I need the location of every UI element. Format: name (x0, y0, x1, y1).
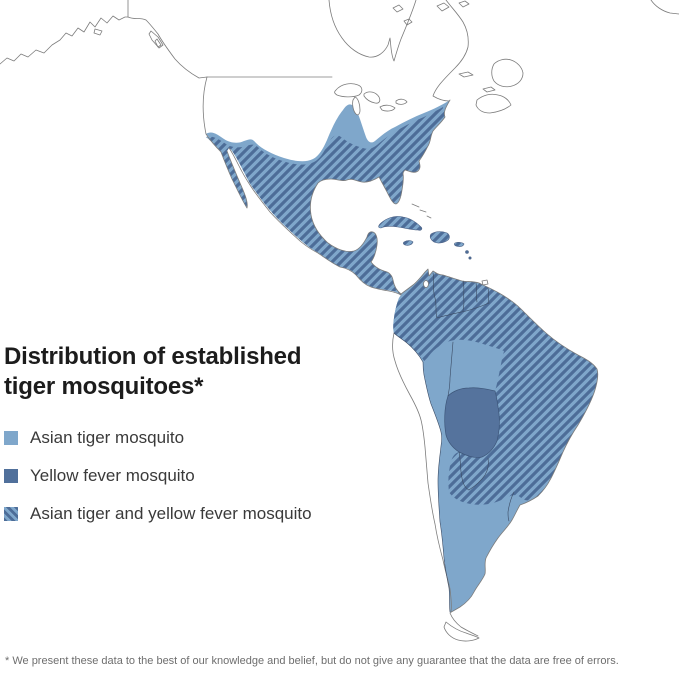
region-both-north-america (206, 107, 445, 295)
haida-gwaii (154, 38, 162, 48)
arctic-islands (392, 0, 470, 26)
swatch-asian-tiger (4, 430, 18, 445)
border-venezuela-guyana (462, 280, 465, 312)
footnote: * We present these data to the best of o… (5, 655, 619, 667)
title-line-2: tiger mosquitoes* (4, 373, 204, 400)
border-venezuela-brazil (436, 302, 490, 319)
lake-maracaibo (423, 280, 429, 288)
baja-california (220, 150, 248, 209)
us-west-coast (202, 76, 222, 153)
island-puerto-rico (454, 242, 465, 247)
border-peru-inland (393, 332, 424, 363)
newfoundland (491, 58, 524, 88)
region-both-south-america (393, 269, 598, 505)
bahamas (411, 203, 432, 219)
legend-item-both: Asian tiger and yellow fever mosquito (4, 503, 312, 523)
quebec-labrador-coast (432, 0, 469, 102)
island-lesser-antilles (465, 250, 469, 254)
island-jamaica (403, 240, 414, 246)
hudson-bay (328, 0, 417, 62)
region-both-caribbean (378, 216, 472, 260)
border-suriname-frguiana (487, 287, 490, 304)
legend-label: Asian tiger mosquito (30, 427, 185, 447)
prince-edward-island (482, 86, 496, 93)
lake-huron (363, 91, 381, 104)
legend-item-yellow-fever: Yellow fever mosquito (4, 465, 312, 485)
lake-erie (379, 104, 396, 112)
tierra-del-fuego (443, 621, 480, 642)
nova-scotia (475, 93, 512, 114)
country-borders (393, 272, 515, 613)
title-line-1: Distribution of established (4, 343, 302, 370)
legend-item-asian-tiger: Asian tiger mosquito (4, 427, 312, 447)
border-peru-brazil (447, 341, 454, 397)
lake-ontario (395, 98, 408, 105)
lake-michigan (352, 96, 361, 116)
border-uruguay-brazil (507, 491, 515, 522)
region-fills (206, 100, 598, 612)
border-paraguay-east (468, 457, 489, 491)
border-colombia-venezuela (432, 272, 438, 319)
gulf-of-mexico-coast (310, 176, 402, 295)
page-title: Distribution of established tiger mosqui… (4, 342, 301, 402)
legend: Asian tiger mosquito Yellow fever mosqui… (4, 427, 312, 544)
vancouver-island (148, 30, 164, 49)
border-guyana-suriname (475, 282, 478, 303)
island-cuba (378, 216, 423, 231)
bc-coast (127, 16, 208, 79)
mexico-pacific-coast (228, 147, 402, 296)
florida-coast (378, 173, 404, 205)
us-east-coast (402, 99, 451, 175)
legend-label: Yellow fever mosquito (30, 465, 195, 485)
greenland-fragment (650, 0, 679, 15)
alaska-coast (0, 15, 129, 65)
island-lesser-antilles (468, 256, 472, 260)
anticosti-island (458, 71, 474, 78)
island-hispaniola (429, 231, 450, 244)
region-yellow-fever (444, 387, 500, 458)
kodiak-island (93, 28, 103, 36)
legend-label: Asian tiger and yellow fever mosquito (30, 503, 312, 523)
coastlines (0, 0, 679, 642)
border-argentina-chile (422, 361, 451, 613)
swatch-both (4, 506, 18, 521)
trinidad (481, 279, 489, 286)
south-america-east-coast (400, 268, 599, 637)
border-paraguay-west (458, 451, 470, 491)
swatch-yellow-fever (4, 468, 18, 483)
california-white-notch (209, 143, 221, 167)
lake-superior (334, 83, 363, 98)
